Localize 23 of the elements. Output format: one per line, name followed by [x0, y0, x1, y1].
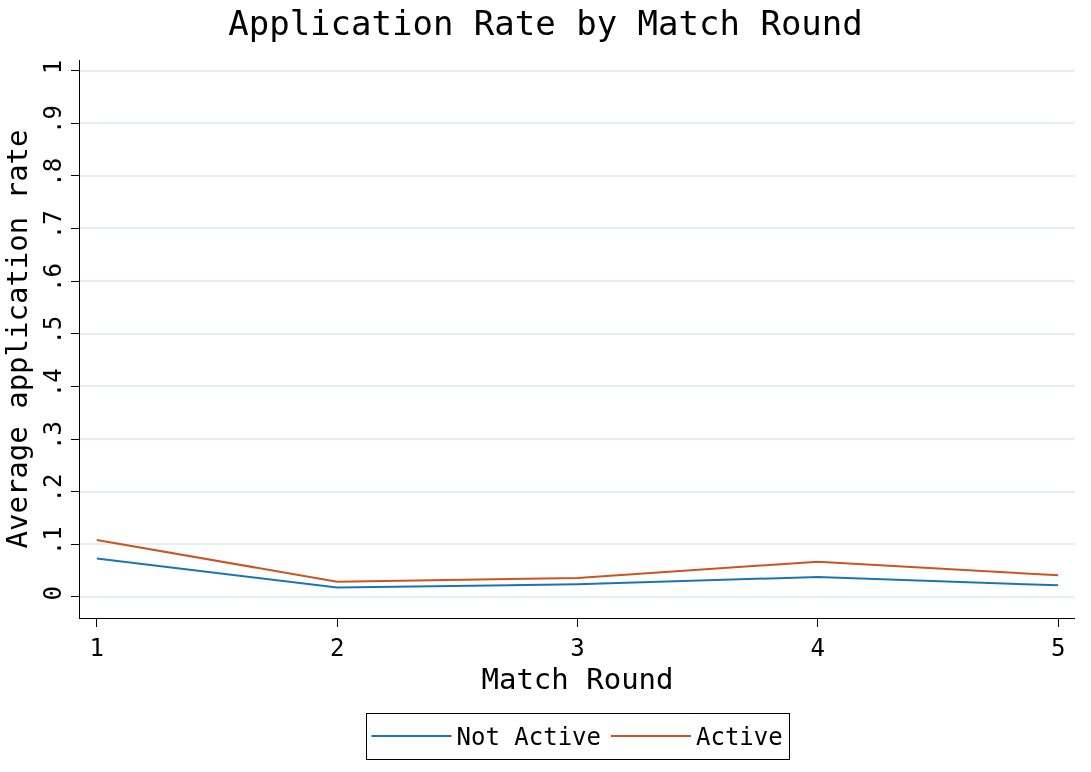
x-tick-label: 4	[810, 633, 826, 662]
legend-label: Not Active	[456, 723, 601, 752]
x-tick-label: 1	[89, 633, 105, 662]
x-tick-label: 3	[570, 633, 585, 662]
y-tick-label: .1	[39, 526, 68, 556]
y-tick-label: .4	[39, 368, 68, 398]
line-series	[95, 539, 1060, 583]
chart-title: Application Rate by Match Round	[228, 3, 863, 44]
line-series	[95, 557, 1060, 589]
y-tick-label: .7	[39, 210, 68, 240]
x-tick-label: 2	[329, 633, 345, 662]
y-tick-label: .3	[39, 420, 68, 450]
y-tick-label: .8	[39, 157, 68, 187]
legend-label: Active	[696, 723, 783, 752]
y-axis-title: Average application rate	[0, 129, 34, 549]
y-tick-label: 0	[39, 586, 68, 601]
y-tick-label: .9	[39, 105, 68, 135]
y-tick-label: .2	[39, 473, 68, 503]
y-tick-label: .6	[39, 263, 68, 292]
x-tick-label: 5	[1050, 633, 1066, 662]
y-tick-label: .5	[39, 315, 68, 345]
y-tick-label: 1	[39, 59, 68, 75]
x-axis-title: Match Round	[481, 661, 674, 696]
